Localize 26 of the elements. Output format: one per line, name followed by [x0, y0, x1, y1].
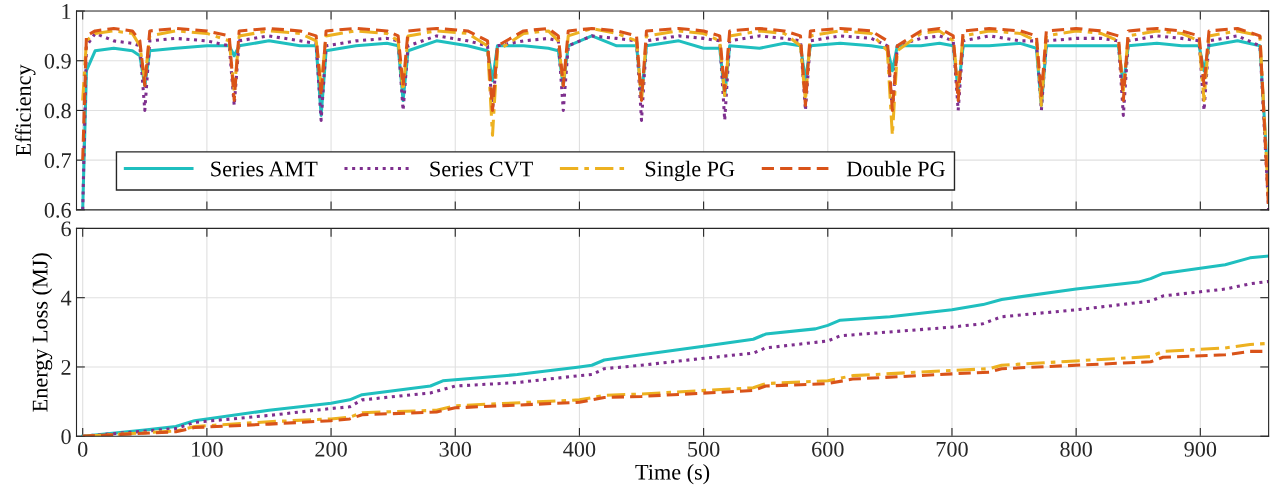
y-tick-label: 0.9: [44, 53, 71, 69]
y-tick-label: 4: [60, 290, 72, 306]
x-tick-label: 100: [192, 441, 223, 457]
y-tick-label: 0.6: [44, 202, 71, 218]
y-axis-title: Efficiency: [15, 64, 36, 156]
x-tick-label: 300: [439, 441, 472, 457]
x-tick-label: 400: [563, 441, 596, 457]
x-tick-label: 0: [78, 441, 88, 457]
x-tick-label: 600: [812, 441, 844, 457]
y-tick-label: 2: [61, 359, 71, 375]
x-tick-label: 900: [1184, 441, 1217, 457]
y-tick-label: 0.7: [44, 153, 71, 169]
x-tick-label: 200: [315, 441, 347, 457]
x-tick-label: 700: [936, 441, 968, 457]
x-tick-label: 800: [1060, 441, 1092, 457]
y-tick-label: 0: [61, 429, 71, 445]
x-tick-label: 500: [688, 441, 720, 457]
x-axis-title: Time (s): [635, 464, 710, 485]
legend-label: Series CVT: [430, 161, 533, 177]
legend-label: Double PG: [846, 160, 945, 177]
legend-label: Single PG: [645, 160, 735, 182]
y-tick-label: 1: [62, 4, 71, 19]
y-axis-title: Energy Loss (MJ): [31, 253, 53, 412]
legend-label: Series AMT: [211, 161, 318, 177]
y-tick-label: 6: [61, 221, 71, 237]
y-tick-label: 0.8: [44, 103, 71, 119]
